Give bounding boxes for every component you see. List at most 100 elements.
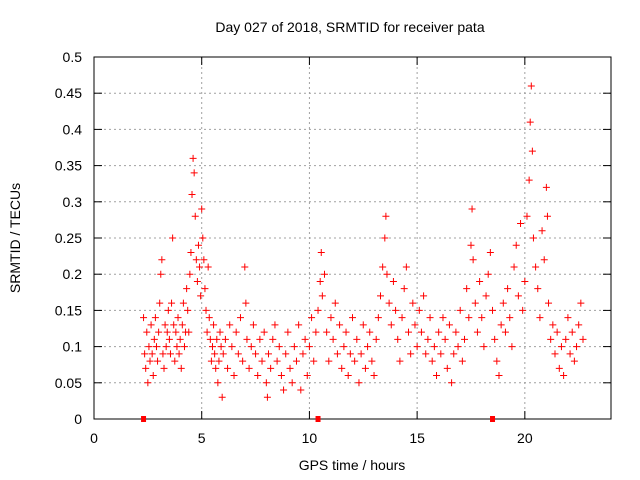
- data-point: [185, 328, 193, 336]
- data-point: [396, 357, 404, 365]
- data-point: [156, 299, 164, 307]
- data-point: [160, 364, 168, 372]
- data-point: [213, 335, 221, 343]
- baseline-marker: [141, 416, 147, 422]
- data-point: [200, 256, 208, 264]
- data-point: [338, 364, 346, 372]
- data-point: [316, 277, 324, 285]
- data-point: [368, 357, 376, 365]
- data-point: [519, 306, 527, 314]
- data-point: [273, 357, 281, 365]
- data-point: [157, 270, 165, 278]
- data-point: [484, 270, 492, 278]
- data-point: [163, 328, 171, 336]
- data-point: [480, 343, 488, 351]
- data-point: [463, 285, 471, 293]
- data-point: [467, 241, 475, 249]
- data-point: [532, 263, 540, 271]
- chart-title: Day 027 of 2018, SRMTID for receiver pat…: [215, 19, 484, 35]
- data-point: [218, 393, 226, 401]
- x-tick-label: 15: [409, 430, 425, 446]
- data-point: [402, 263, 410, 271]
- data-point: [179, 299, 187, 307]
- data-point: [538, 227, 546, 235]
- data-point: [208, 343, 216, 351]
- data-point: [405, 328, 413, 336]
- data-point: [553, 328, 561, 336]
- data-point: [186, 270, 194, 278]
- x-tick-label: 10: [302, 430, 318, 446]
- data-point: [398, 314, 406, 322]
- data-point: [426, 314, 434, 322]
- data-point: [504, 285, 512, 293]
- data-point: [146, 357, 154, 365]
- y-tick-label: 0.4: [63, 121, 83, 137]
- data-point: [207, 357, 215, 365]
- y-tick-label: 0.5: [63, 49, 83, 65]
- data-point: [201, 285, 209, 293]
- data-point: [331, 299, 339, 307]
- data-point: [327, 314, 335, 322]
- data-point: [349, 314, 356, 322]
- data-point: [197, 292, 205, 300]
- data-point: [385, 299, 393, 307]
- y-tick-label: 0: [74, 411, 82, 427]
- baseline-markers: [141, 416, 496, 422]
- data-point: [297, 386, 305, 394]
- data-point: [525, 176, 533, 184]
- data-point: [382, 212, 390, 220]
- data-point: [165, 335, 173, 343]
- data-point: [527, 82, 535, 90]
- data-point: [318, 292, 326, 300]
- data-point: [280, 386, 288, 394]
- data-point: [271, 321, 279, 329]
- data-point: [499, 299, 507, 307]
- data-point: [424, 335, 432, 343]
- data-point: [366, 328, 374, 336]
- data-point: [194, 241, 202, 249]
- data-point: [144, 379, 152, 387]
- data-point: [568, 328, 576, 336]
- data-point: [174, 314, 182, 322]
- data-point: [529, 234, 537, 242]
- data-point: [234, 350, 242, 358]
- data-point: [501, 328, 509, 336]
- data-point: [340, 343, 348, 351]
- data-point: [236, 314, 244, 322]
- data-point: [482, 292, 490, 300]
- data-point: [269, 335, 277, 343]
- data-point: [521, 277, 529, 285]
- data-point: [145, 343, 153, 351]
- data-point: [370, 372, 378, 380]
- data-point: [214, 379, 222, 387]
- data-point: [320, 270, 328, 278]
- data-point: [547, 335, 555, 343]
- data-point: [374, 314, 382, 322]
- data-point: [454, 343, 462, 351]
- y-tick-label: 0.35: [55, 158, 82, 174]
- data-point: [149, 372, 157, 380]
- data-point: [528, 147, 536, 155]
- data-point: [148, 350, 156, 358]
- data-point: [465, 314, 473, 322]
- data-point: [171, 357, 179, 365]
- data-point: [336, 321, 344, 329]
- data-point: [164, 306, 172, 314]
- data-point: [437, 350, 445, 358]
- y-axis-label: SRMTID / TECUs: [7, 183, 23, 293]
- data-point: [430, 343, 438, 351]
- y-tick-label: 0.05: [55, 375, 82, 391]
- data-point: [191, 212, 199, 220]
- data-point: [409, 299, 417, 307]
- y-tick-label: 0.45: [55, 85, 82, 101]
- data-point: [415, 306, 423, 314]
- data-point: [295, 321, 303, 329]
- grid-lines: [94, 57, 611, 419]
- data-point: [211, 350, 219, 358]
- data-point: [549, 321, 557, 329]
- data-point: [357, 350, 365, 358]
- data-point: [143, 328, 151, 336]
- data-point: [461, 335, 469, 343]
- data-point: [514, 292, 522, 300]
- data-point: [456, 306, 464, 314]
